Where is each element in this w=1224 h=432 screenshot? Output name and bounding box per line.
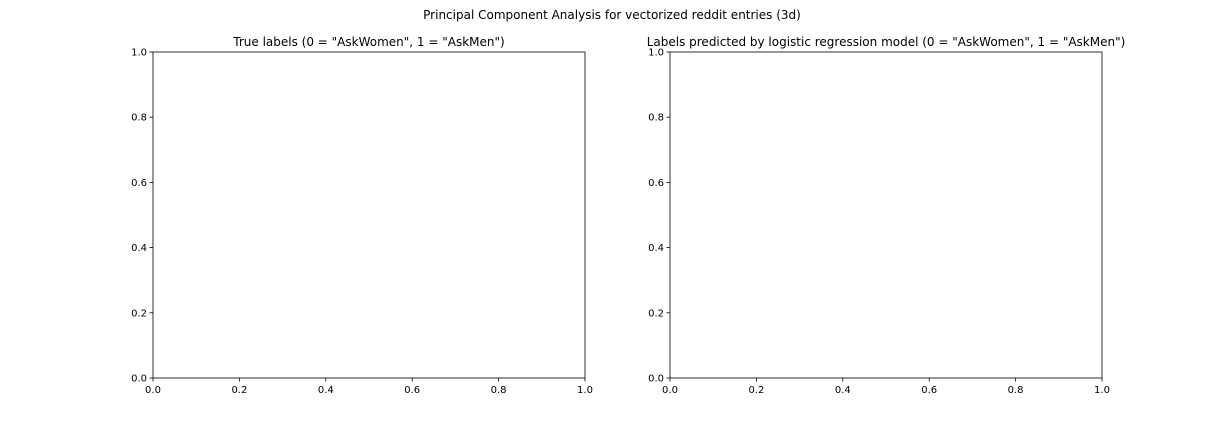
x-tick-label: 0.0 [145, 385, 161, 396]
y-tick-label: 0.2 [648, 308, 664, 319]
x-tick-label: 0.4 [318, 385, 334, 396]
axes-predicted-labels: Labels predicted by logistic regression … [647, 35, 1126, 396]
x-tick-label: 0.8 [1008, 385, 1024, 396]
y-tick-label: 1.0 [131, 48, 147, 59]
x-tick-label: 1.0 [1094, 385, 1110, 396]
y-tick-label: 0.8 [648, 113, 664, 124]
axes-title: True labels (0 = "AskWomen", 1 = "AskMen… [232, 35, 504, 49]
x-tick-label: 0.6 [404, 385, 420, 396]
y-tick-label: 0.2 [131, 308, 147, 319]
axes-frame [669, 51, 1103, 379]
y-tick-label: 0.4 [131, 243, 147, 254]
y-tick-label: 0.0 [648, 374, 664, 385]
x-tick-label: 0.6 [921, 385, 937, 396]
x-tick-label: 0.2 [748, 385, 764, 396]
y-tick-label: 0.0 [131, 374, 147, 385]
y-tick-label: 0.8 [131, 113, 147, 124]
x-tick-label: 0.8 [491, 385, 507, 396]
y-tick-label: 1.0 [648, 48, 664, 59]
y-tick-label: 0.6 [648, 178, 664, 189]
y-tick-label: 0.6 [131, 178, 147, 189]
x-tick-label: 0.0 [662, 385, 678, 396]
axes-title: Labels predicted by logistic regression … [647, 35, 1126, 49]
x-tick-label: 0.2 [231, 385, 247, 396]
axes-true-labels: True labels (0 = "AskWomen", 1 = "AskMen… [131, 35, 593, 396]
x-tick-label: 0.4 [835, 385, 851, 396]
x-tick-label: 1.0 [577, 385, 593, 396]
figure-suptitle: Principal Component Analysis for vectori… [423, 8, 801, 22]
y-tick-label: 0.4 [648, 243, 664, 254]
axes-frame [152, 51, 586, 379]
